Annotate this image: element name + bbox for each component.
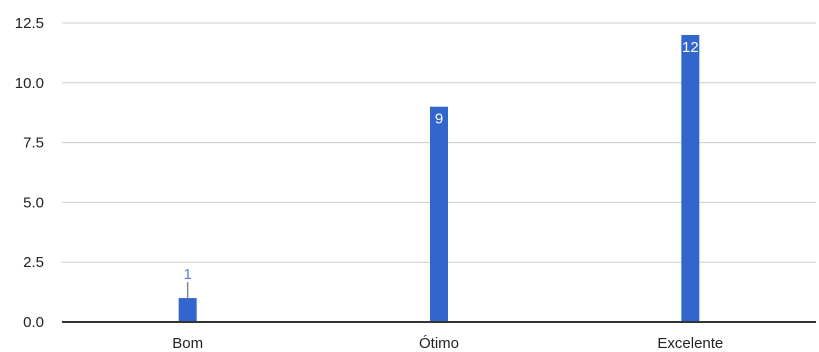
x-tick-label: Excelente [657, 335, 723, 352]
x-axis-category-labels: Bom Ótimo Excelente [172, 335, 723, 352]
data-label: 1 [183, 266, 191, 283]
y-tick-label: 0.0 [23, 314, 44, 331]
data-label: 9 [435, 111, 443, 128]
y-tick-label: 10.0 [15, 75, 44, 92]
bar [178, 298, 197, 322]
y-tick-label: 2.5 [23, 254, 44, 271]
y-axis-tick-labels: 0.0 2.5 5.0 7.5 10.0 12.5 [15, 15, 44, 331]
bar [430, 106, 448, 322]
data-label: 12 [682, 39, 699, 56]
y-tick-label: 12.5 [15, 15, 44, 32]
bars [178, 34, 700, 323]
x-tick-label: Ótimo [419, 335, 459, 352]
bar [681, 34, 700, 323]
x-tick-label: Bom [172, 335, 203, 352]
y-tick-label: 7.5 [23, 135, 44, 152]
y-tick-label: 5.0 [23, 194, 44, 211]
